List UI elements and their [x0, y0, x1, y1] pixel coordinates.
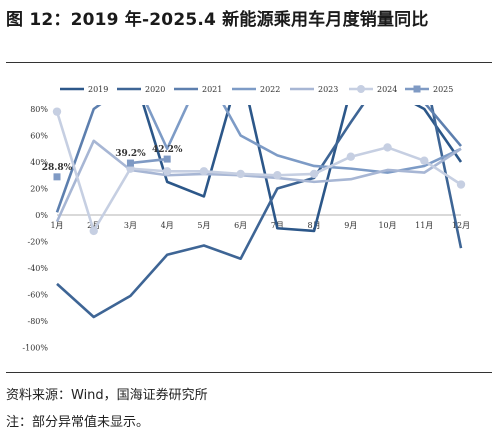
- x-tick-label: 10月: [378, 221, 396, 230]
- x-tick-label: 2月: [87, 221, 100, 230]
- legend-marker-2024: [357, 85, 365, 93]
- y-tick-label: 20%: [30, 185, 48, 194]
- y-tick-label: 40%: [30, 158, 48, 167]
- y-tick-label: 0%: [35, 211, 48, 220]
- y-tick-label: -40%: [28, 264, 49, 273]
- series-line-2021: [55, 105, 462, 213]
- data-label: 42.2%: [152, 145, 183, 155]
- series-point-2024: [309, 169, 319, 179]
- series-point-2024: [456, 180, 466, 189]
- legend-label: 2022: [260, 85, 280, 94]
- series-point-2024: [273, 171, 282, 180]
- series-line-2019: [142, 105, 463, 233]
- series-line-2025: [130, 157, 168, 165]
- series-line-2020: [56, 105, 463, 319]
- x-tick-label: 12月: [452, 221, 470, 230]
- legend-marker-2025: [413, 85, 421, 93]
- series-point-2024: [346, 152, 356, 161]
- x-tick-label: 8月: [308, 221, 321, 230]
- x-tick-label: 4月: [161, 221, 174, 230]
- data-label: 39.2%: [115, 149, 146, 159]
- series-point-2024: [89, 226, 98, 236]
- top-rule: [6, 62, 492, 63]
- y-tick-label: -100%: [22, 344, 48, 353]
- source-note: 资料来源：Wind，国海证券研究所: [6, 388, 208, 403]
- series-point-2024: [199, 167, 209, 176]
- series-line-2022: [145, 105, 462, 174]
- series-point-2024: [236, 169, 245, 179]
- series-group: [52, 105, 466, 319]
- y-tick-label: -60%: [28, 291, 49, 300]
- legend-label: 2020: [145, 85, 165, 94]
- series-point-2024: [383, 143, 392, 152]
- footnote: 注：部分异常值未显示。: [6, 415, 150, 430]
- legend-label: 2019: [88, 85, 108, 94]
- x-tick-label: 11月: [415, 221, 433, 230]
- series-point-2024: [162, 167, 172, 176]
- series-point-2025: [53, 173, 61, 181]
- bottom-rule: [6, 372, 492, 373]
- series-line-2024: [55, 111, 462, 233]
- legend-label: 2023: [318, 85, 338, 94]
- x-tick-label: 5月: [197, 221, 210, 230]
- y-tick-label: 80%: [30, 105, 48, 114]
- x-tick-label: 1月: [50, 221, 63, 230]
- data-label: 28.8%: [42, 163, 73, 173]
- series-point-2024: [52, 107, 62, 116]
- y-tick-label: -80%: [28, 317, 49, 326]
- series-point-2024: [420, 156, 429, 165]
- x-tick-label: 3月: [124, 221, 137, 230]
- series-point-2025: [126, 159, 134, 167]
- x-tick-label: 9月: [344, 221, 357, 230]
- series-point-2025: [163, 155, 171, 163]
- legend-label: 2021: [202, 85, 222, 94]
- x-tick-label: 6月: [234, 221, 247, 230]
- figure-title: 图 12：2019 年-2025.4 新能源乘用车月度销量同比: [6, 10, 429, 30]
- y-tick-label: 60%: [30, 132, 48, 141]
- y-tick-label: -20%: [28, 238, 49, 247]
- legend-label: 2024: [377, 85, 397, 94]
- series-line-2023: [55, 139, 462, 223]
- legend-label: 2025: [433, 85, 453, 94]
